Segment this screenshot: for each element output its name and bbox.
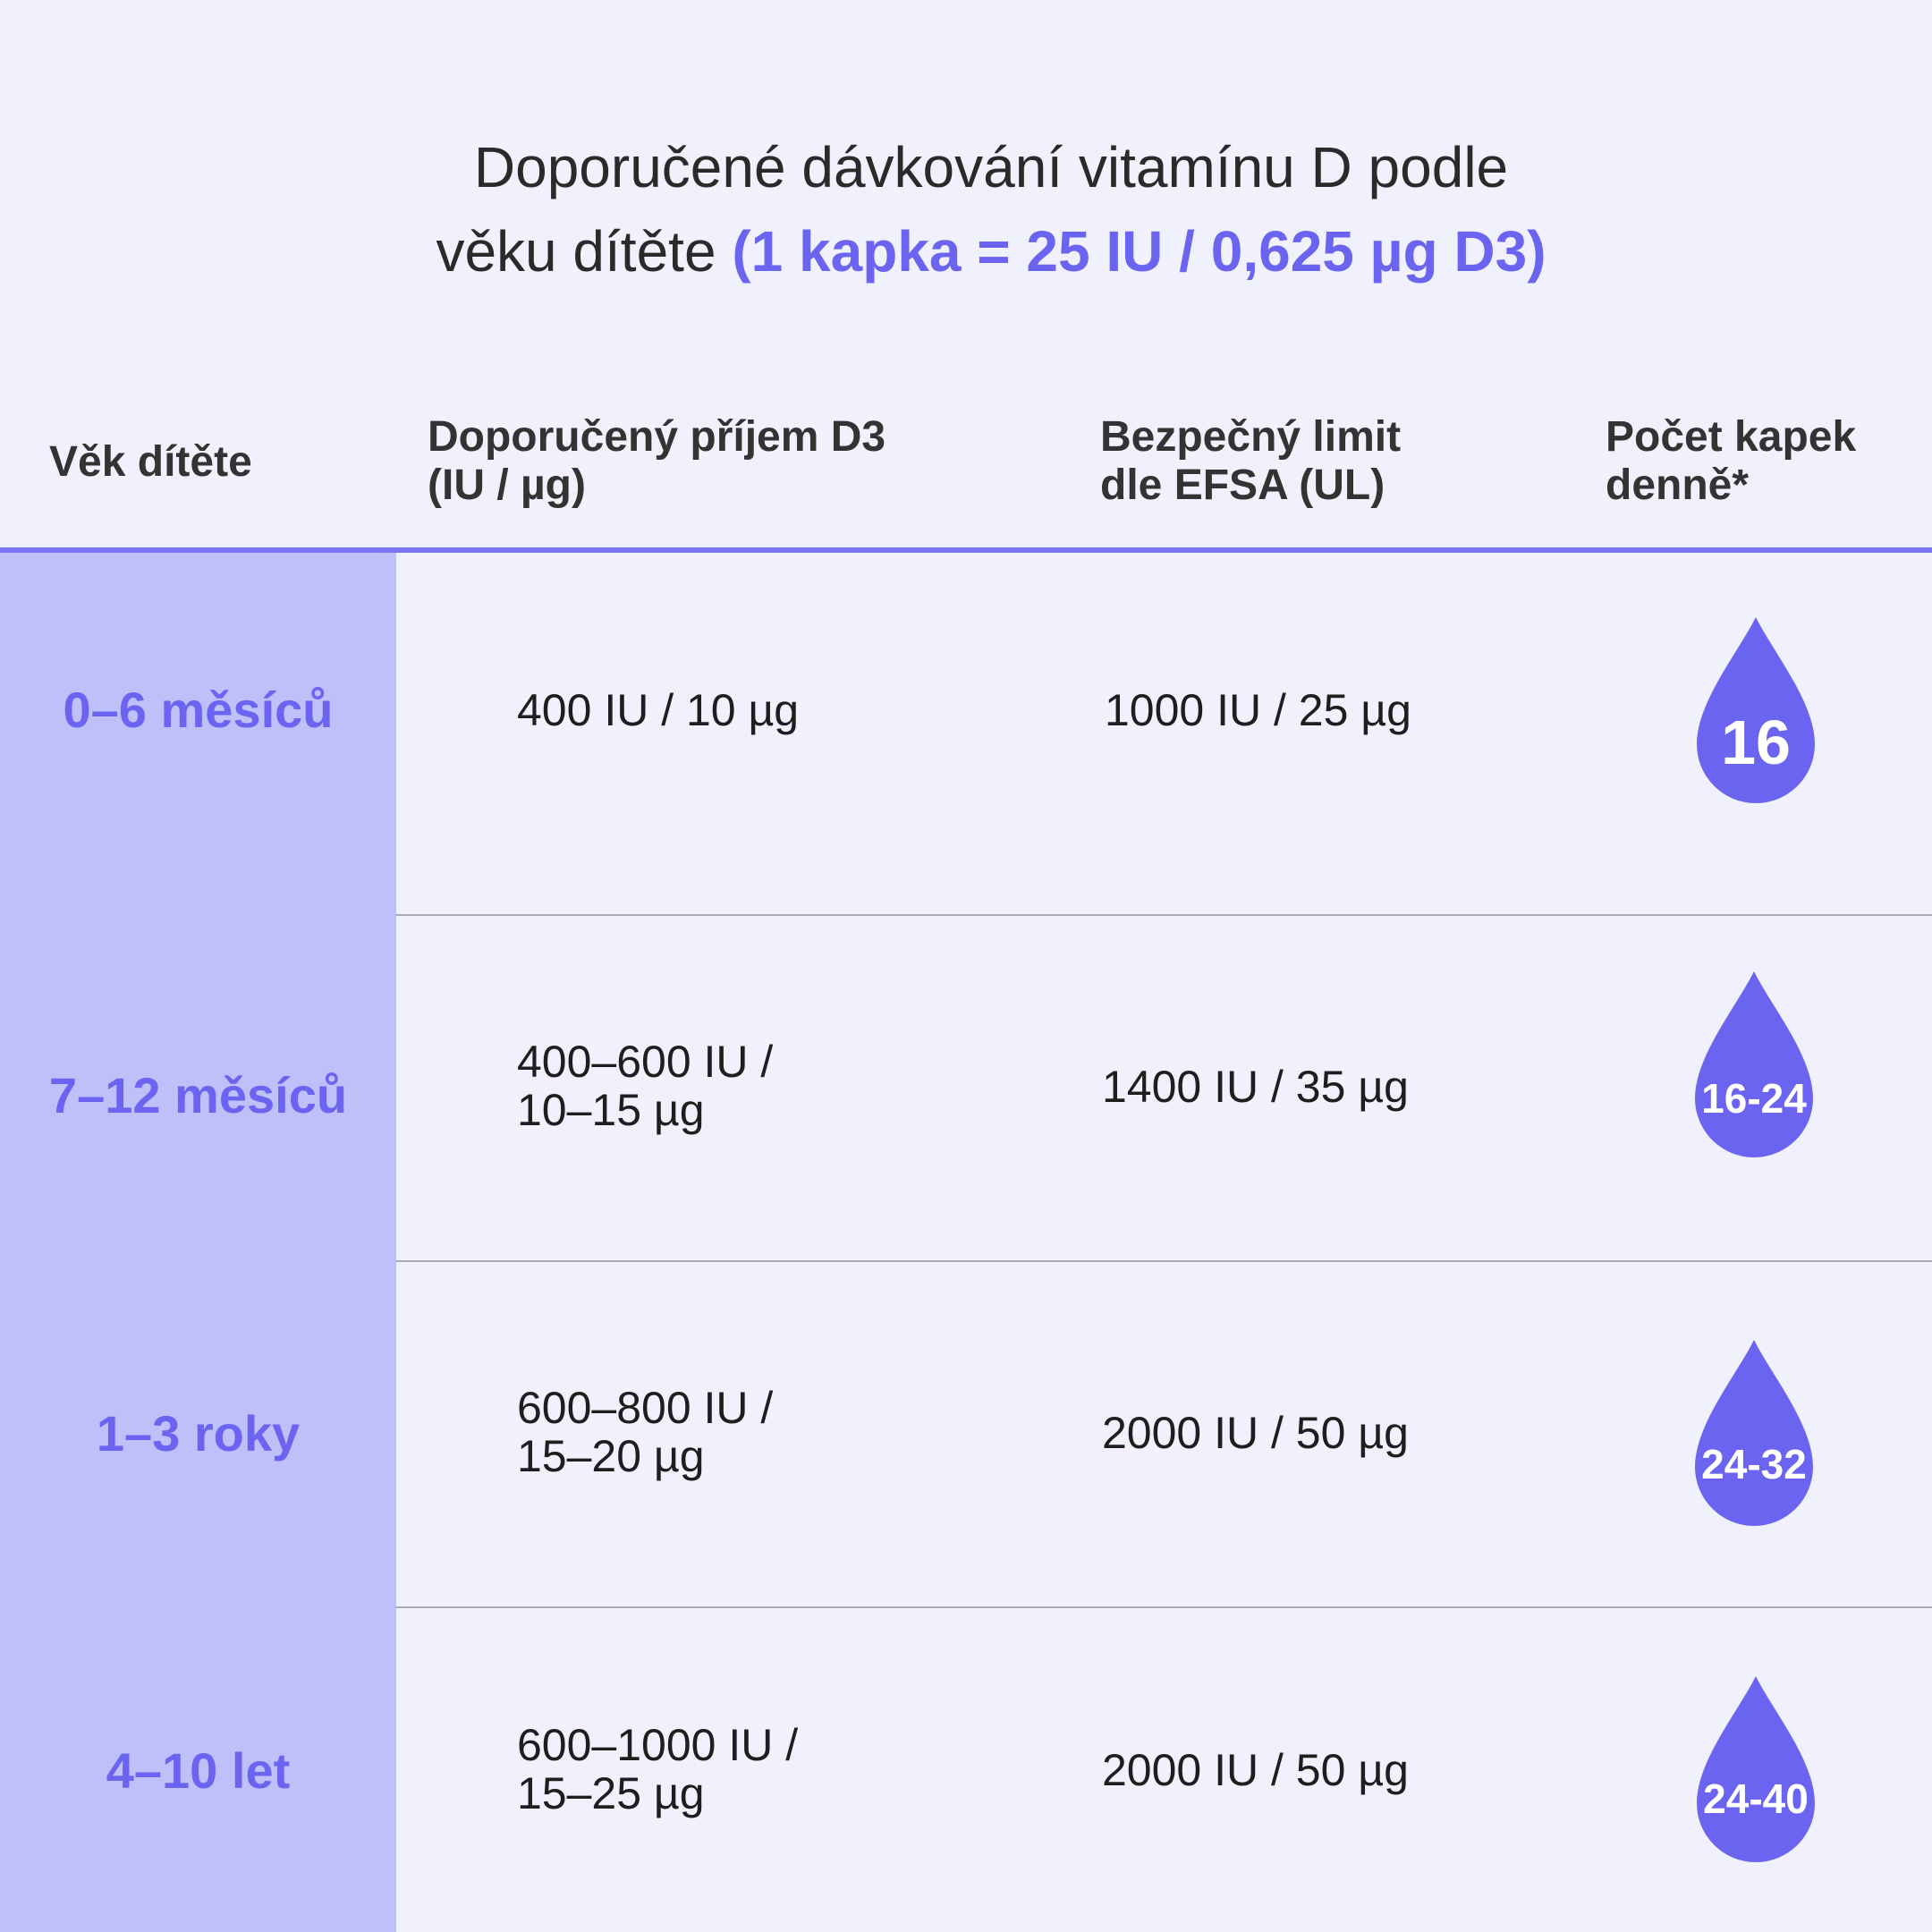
age-1-3-years: 1–3 roky bbox=[96, 1405, 301, 1462]
drops-row-2-label: 16-24 bbox=[1701, 1075, 1807, 1122]
drops-row-1: 16 bbox=[1693, 617, 1818, 805]
limit-row-2: 1400 IU / 35 µg bbox=[1102, 1062, 1409, 1112]
header-divider bbox=[0, 547, 1932, 553]
water-drop-icon bbox=[1697, 617, 1815, 803]
water-drop-icon bbox=[1695, 971, 1813, 1157]
header-intake-line-2: (IU / µg) bbox=[428, 462, 586, 509]
intake-row-4-line-2: 15–25 µg bbox=[517, 1768, 705, 1818]
header-drops: Počet kapek denně* bbox=[1606, 413, 1856, 510]
limit-row-4: 2000 IU / 50 µg bbox=[1102, 1745, 1409, 1795]
drops-row-4: 24-40 bbox=[1693, 1676, 1818, 1864]
age-4-10-years: 4–10 let bbox=[106, 1742, 291, 1799]
title-line-2-plain: věku dítěte bbox=[436, 219, 733, 284]
drops-row-2: 16-24 bbox=[1691, 971, 1817, 1159]
limit-row-1: 1000 IU / 25 µg bbox=[1105, 685, 1411, 735]
limit-row-3: 2000 IU / 50 µg bbox=[1102, 1408, 1409, 1458]
header-drops-line-1: Počet kapek bbox=[1606, 413, 1857, 461]
header-intake: Doporučený příjem D3 (IU / µg) bbox=[428, 413, 886, 510]
row-divider bbox=[396, 1260, 1932, 1262]
drops-row-4-label: 24-40 bbox=[1703, 1775, 1809, 1822]
water-drop-icon bbox=[1697, 1676, 1815, 1862]
intake-row-2-line-2: 10–15 µg bbox=[517, 1085, 705, 1135]
intake-row-3-line-2: 15–20 µg bbox=[517, 1431, 705, 1481]
page-title: Doporučené dávkování vitamínu D podle vě… bbox=[0, 125, 1932, 293]
title-line-2: věku dítěte (1 kapka = 25 IU / 0,625 µg … bbox=[0, 209, 1932, 293]
title-line-1: Doporučené dávkování vitamínu D podle bbox=[473, 135, 1509, 199]
header-drops-line-2: denně* bbox=[1606, 462, 1750, 509]
intake-row-3: 600–800 IU / 15–20 µg bbox=[517, 1384, 773, 1480]
header-limit-line-1: Bezpečný limit bbox=[1100, 413, 1402, 461]
intake-row-2-line-1: 400–600 IU / bbox=[517, 1037, 774, 1087]
age-0-6-months: 0–6 měsíců bbox=[63, 682, 334, 738]
header-intake-line-1: Doporučený příjem D3 bbox=[428, 413, 886, 461]
title-accent: (1 kapka = 25 IU / 0,625 µg D3) bbox=[732, 219, 1546, 284]
header-limit: Bezpečný limit dle EFSA (UL) bbox=[1100, 413, 1401, 510]
intake-row-2: 400–600 IU / 10–15 µg bbox=[517, 1038, 773, 1134]
header-limit-line-2: dle EFSA (UL) bbox=[1100, 462, 1385, 509]
intake-row-4: 600–1000 IU / 15–25 µg bbox=[517, 1721, 798, 1818]
intake-row-4-line-1: 600–1000 IU / bbox=[517, 1720, 799, 1770]
intake-row-3-line-1: 600–800 IU / bbox=[517, 1383, 774, 1433]
age-7-12-months: 7–12 měsíců bbox=[48, 1067, 348, 1123]
row-divider bbox=[396, 914, 1932, 916]
intake-row-1: 400 IU / 10 µg bbox=[517, 686, 799, 734]
drops-row-1-label: 16 bbox=[1721, 708, 1791, 777]
water-drop-icon bbox=[1695, 1340, 1813, 1526]
drops-row-3: 24-32 bbox=[1691, 1340, 1817, 1528]
header-age: Věk dítěte bbox=[49, 438, 252, 487]
drops-row-3-label: 24-32 bbox=[1701, 1441, 1807, 1487]
row-divider bbox=[396, 1606, 1932, 1608]
header-age-label: Věk dítěte bbox=[49, 438, 252, 486]
age-column-background bbox=[0, 553, 396, 1932]
intake-row-1-line-1: 400 IU / 10 µg bbox=[517, 685, 800, 735]
